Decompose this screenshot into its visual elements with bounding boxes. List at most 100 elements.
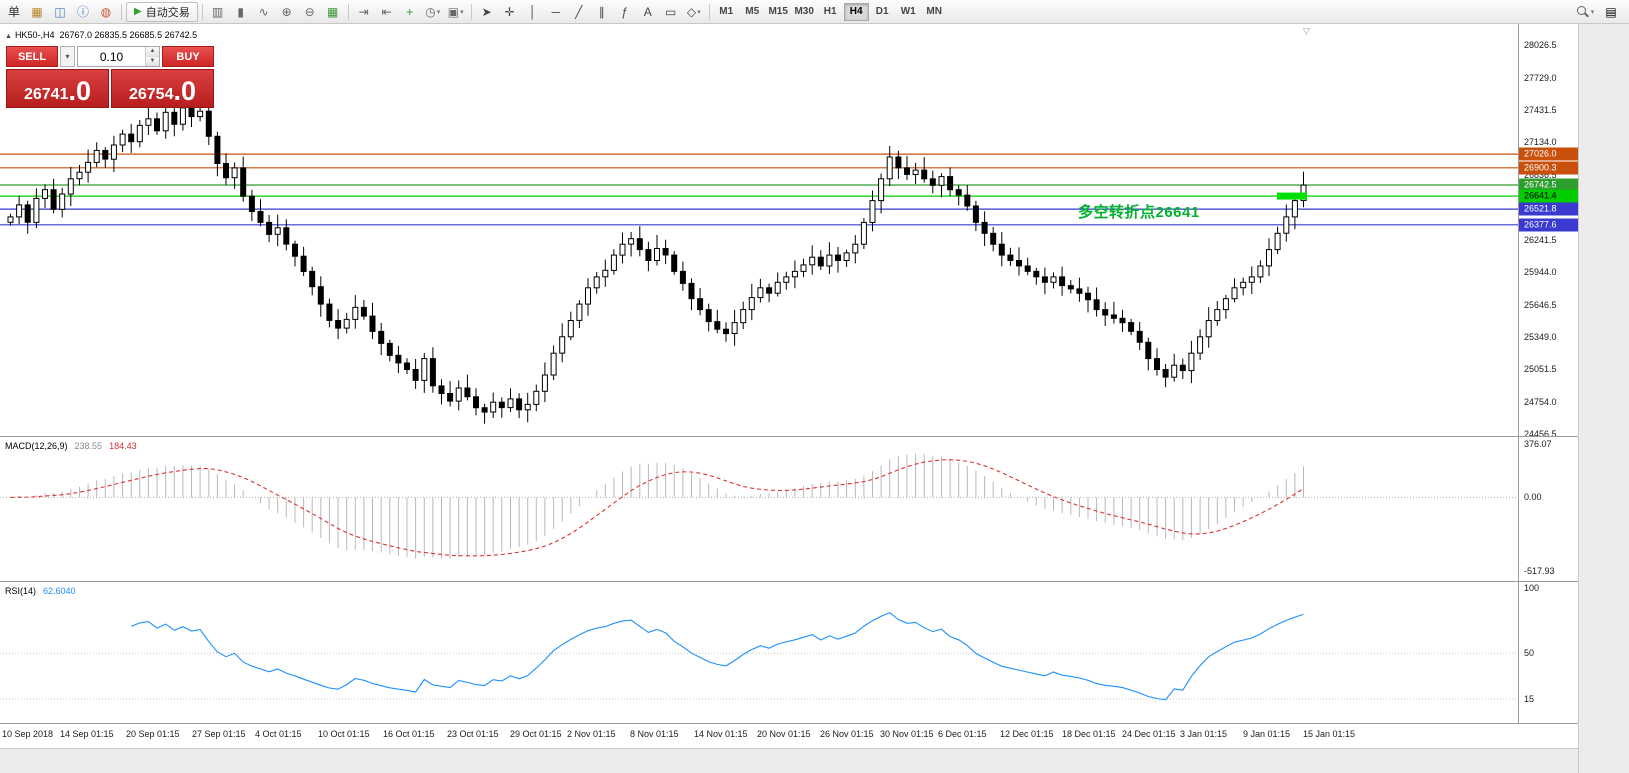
sell-price-button[interactable]: 26741.0 [6, 69, 109, 108]
time-axis-label: 10 Sep 2018 [2, 729, 54, 739]
toolbar-separator [470, 3, 472, 20]
chart-shift-marker-icon[interactable]: ▽ [1303, 26, 1310, 36]
price-tag: 26377.6 [1519, 218, 1578, 232]
zoom-in-icon[interactable]: ⊕ [281, 4, 292, 19]
fibonacci-icon[interactable]: ƒ [621, 4, 629, 19]
bar-chart-icon[interactable]: ▥ [212, 4, 224, 19]
buy-button[interactable]: BUY [162, 46, 214, 67]
timeframe-m1[interactable]: M1 [719, 6, 734, 17]
horizontal-line-icon[interactable]: ─ [551, 4, 560, 19]
timeframe-d1[interactable]: D1 [875, 6, 889, 17]
volume-input[interactable]: 0.10 ▲ ▼ [77, 46, 160, 67]
cursor-icon[interactable]: ➤ [481, 4, 492, 19]
rsi-label: RSI(14) 62.6040 [5, 586, 76, 596]
rsi-panel[interactable]: RSI(14) 62.6040 100 50 15 [0, 581, 1578, 723]
candlestick-icon[interactable]: ▮ [237, 4, 244, 19]
charts-icon[interactable]: ▦ [31, 4, 43, 19]
price-axis-label: 24456.5 [1524, 429, 1557, 436]
candlestick-chart[interactable] [0, 24, 1518, 436]
market-watch-icon[interactable]: ⓘ [76, 5, 89, 19]
price-axis-label: 27134.0 [1524, 137, 1557, 148]
time-axis-label: 6 Dec 01:15 [938, 729, 987, 739]
time-axis[interactable]: 10 Sep 2018 14 Sep 01:15 20 Sep 01:15 27 Se… [0, 723, 1578, 748]
timeframe-w1[interactable]: W1 [900, 6, 916, 17]
timeframe-mn[interactable]: MN [926, 6, 942, 17]
crosshair-icon[interactable]: ✛ [504, 4, 515, 19]
label-icon[interactable]: ▭ [665, 4, 677, 19]
timeframe-m5[interactable]: M5 [745, 6, 760, 17]
volume-down-button[interactable]: ▼ [146, 56, 159, 66]
price-axis-label: 27431.5 [1524, 104, 1557, 115]
toolbar-separator [347, 3, 349, 20]
auto-trading-button[interactable]: ▶ 自动交易 [126, 1, 198, 22]
trendline-icon[interactable]: ╱ [575, 4, 583, 19]
chevron-down-icon: ▾ [436, 8, 441, 16]
buy-price: 26754 [128, 86, 174, 103]
chart-shift-icon[interactable]: ⇤ [381, 4, 392, 19]
price-axis-label: 26241.5 [1524, 234, 1557, 245]
sell-price: 26741 [23, 86, 69, 103]
vertical-line-icon[interactable]: │ [528, 4, 537, 19]
time-axis-label: 18 Dec 01:15 [1062, 729, 1116, 739]
rsi-axis[interactable]: 100 50 15 [1518, 582, 1578, 723]
toolbar-separator [201, 3, 203, 20]
toolbar: 单 ▦ ◫ ⓘ ◍ ▶ 自动交易 ▥ ▮ ∿ ⊕ ⊖ ▦ ⇥ ⇤ + ◷ ▾ ▣ ▾ ➤ ✛ │ ─ ╱ ∥ ƒ A ▭ ◇ ▾ … [0, 0, 1629, 24]
search-button[interactable]: ▾ [1574, 2, 1596, 22]
auto-trading-label: 自动交易 [145, 6, 190, 19]
time-axis-label: 14 Nov 01:15 [694, 729, 748, 739]
price-tag: 26521.8 [1519, 202, 1578, 216]
buy-price-button[interactable]: 26754.0 [111, 69, 214, 108]
macd-chart[interactable] [0, 437, 1518, 582]
time-axis-label: 4 Oct 01:15 [255, 729, 302, 739]
timeframe-h1[interactable]: H1 [823, 6, 837, 17]
sell-button[interactable]: SELL [6, 46, 58, 67]
text-icon[interactable]: A [643, 4, 652, 19]
nav-toolbar-group: ⇥ ⇤ + ◷ ▾ ▣ ▾ [353, 2, 467, 22]
price-axis-label: 25646.5 [1524, 299, 1557, 310]
navigator-icon[interactable]: ◍ [100, 4, 112, 19]
volume-value: 0.10 [99, 49, 124, 64]
macd-axis[interactable]: 376.07 0.00 -517.93 [1518, 437, 1578, 581]
line-chart-icon[interactable]: ∿ [258, 4, 269, 19]
buy-price-pips: .0 [173, 76, 197, 107]
main-chart-panel[interactable]: ▲ HK50-,H4 26767.0 26835.5 26685.5 26742.… [0, 24, 1578, 436]
time-axis-label: 8 Nov 01:15 [630, 729, 679, 739]
timeframe-h4[interactable]: H4 [843, 2, 869, 21]
volume-stepper: ▲ ▼ [145, 47, 159, 66]
periods-icon[interactable]: ◷ ▾ [425, 4, 441, 19]
sell-options-dropdown[interactable]: ▾ [60, 46, 75, 67]
rsi-axis-label: 15 [1524, 693, 1535, 704]
auto-scroll-icon[interactable]: ⇥ [358, 4, 369, 19]
time-axis-label: 20 Sep 01:15 [126, 729, 180, 739]
time-axis-label: 27 Sep 01:15 [192, 729, 246, 739]
macd-panel[interactable]: MACD(12,26,9) 238.55 184.43 376.07 0.00 -517… [0, 436, 1578, 581]
time-axis-label: 3 Jan 01:15 [1180, 729, 1228, 739]
candles-layer [7, 94, 1307, 424]
tile-windows-icon[interactable]: ▦ [327, 4, 339, 19]
price-axis[interactable]: 28026.527729.027431.527134.026836.526539… [1518, 24, 1578, 436]
channel-icon[interactable]: ∥ [598, 4, 605, 19]
window-bottom-strip [0, 748, 1629, 773]
price-axis-label: 25944.0 [1524, 267, 1557, 278]
one-click-trading-panel: SELL ▾ 0.10 ▲ ▼ BUY 26741.0 26754.0 [6, 46, 214, 108]
window-right-gutter [1578, 24, 1629, 773]
shapes-icon[interactable]: ◇ ▾ [686, 4, 701, 19]
timeframe-m30[interactable]: M30 [794, 6, 814, 17]
timeframe-m15[interactable]: M15 [768, 6, 788, 17]
time-axis-label: 9 Jan 01:15 [1243, 729, 1291, 739]
time-axis-label: 16 Oct 01:15 [383, 729, 435, 739]
rsi-chart[interactable] [0, 582, 1518, 724]
volume-up-button[interactable]: ▲ [146, 47, 159, 57]
add-indicator-icon[interactable]: + [406, 4, 414, 19]
zoom-out-icon[interactable]: ⊖ [304, 4, 315, 19]
chevron-down-icon: ▾ [460, 8, 464, 16]
new-order-icon[interactable]: 单 [7, 5, 20, 19]
annotation-text[interactable]: 多空转折点26641 [1078, 204, 1200, 221]
macd-signal-value: 184.43 [109, 441, 137, 451]
macd-axis-label: -517.93 [1524, 566, 1555, 576]
profiles-icon[interactable]: ◫ [54, 4, 66, 19]
windows-button[interactable]: ▤ [1605, 4, 1617, 19]
templates-icon[interactable]: ▣ ▾ [447, 4, 464, 19]
macd-axis-label: 0.00 [1524, 492, 1542, 503]
macd-label: MACD(12,26,9) 238.55 184.43 [5, 441, 137, 451]
